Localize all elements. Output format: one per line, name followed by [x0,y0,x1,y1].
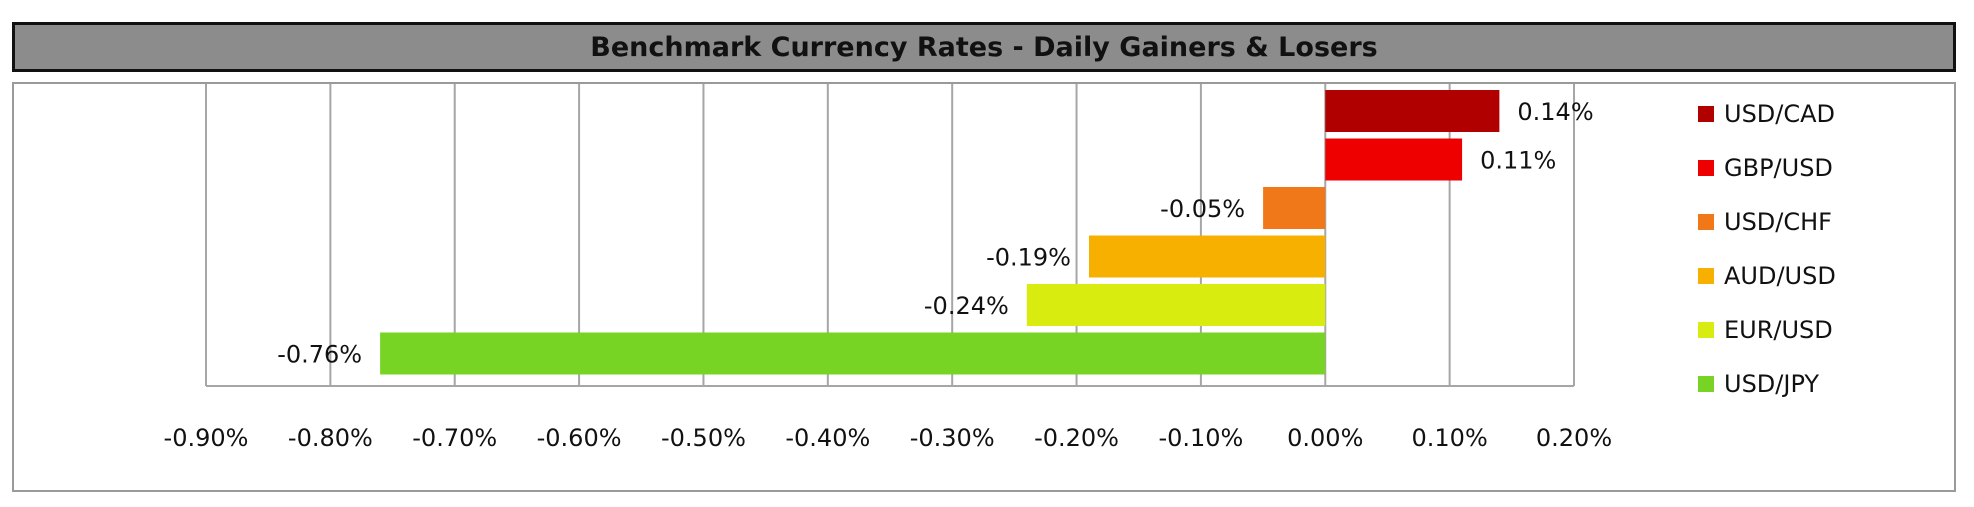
x-tick-label: -0.60% [537,424,622,452]
x-tick-label: -0.10% [1158,424,1243,452]
bar-usd-cad [1325,90,1500,132]
bar-usd-jpy [380,332,1326,375]
x-tick-label: -0.80% [288,424,373,452]
data-label: -0.19% [986,244,1071,272]
x-tick-label: -0.70% [412,424,497,452]
legend-label: GBP/USD [1724,154,1833,182]
legend-label: EUR/USD [1724,316,1833,344]
x-tick-label: 0.00% [1287,424,1363,452]
legend-swatch [1698,160,1714,176]
legend-swatch [1698,322,1714,338]
x-tick-label: 0.20% [1536,424,1612,452]
bar-aud-usd [1088,235,1326,278]
legend-swatch [1698,106,1714,122]
legend-swatch [1698,214,1714,230]
legend-label: USD/CHF [1724,208,1832,236]
chart-title: Benchmark Currency Rates - Daily Gainers… [590,31,1378,63]
bar-eur-usd [1026,284,1326,326]
legend-label: USD/CAD [1724,100,1835,128]
bar-chart: -0.90% -0.80% -0.70% -0.60% -0.50% -0.40% -0.3… [164,84,1836,452]
x-tick-label: 0.10% [1412,424,1488,452]
data-label: 0.11% [1480,147,1556,175]
data-label: -0.05% [1160,195,1245,223]
x-tick-label: -0.40% [785,424,870,452]
legend-label: USD/JPY [1724,370,1819,398]
legend-label: AUD/USD [1724,262,1836,290]
x-tick-label: -0.50% [661,424,746,452]
bar-gbp-usd [1325,138,1463,181]
x-tick-label: -0.20% [1034,424,1119,452]
data-label: -0.76% [277,341,362,369]
x-tick-label: -0.30% [910,424,995,452]
chart-title-bar: Benchmark Currency Rates - Daily Gainers… [12,22,1956,72]
legend-swatch [1698,376,1714,392]
data-label: -0.24% [924,292,1009,320]
bar-usd-chf [1263,187,1326,229]
legend-swatch [1698,268,1714,284]
x-tick-label: -0.90% [164,424,249,452]
data-label: 0.14% [1517,98,1593,126]
chart-area: -0.90% -0.80% -0.70% -0.60% -0.50% -0.40% -0.3… [12,82,1956,492]
